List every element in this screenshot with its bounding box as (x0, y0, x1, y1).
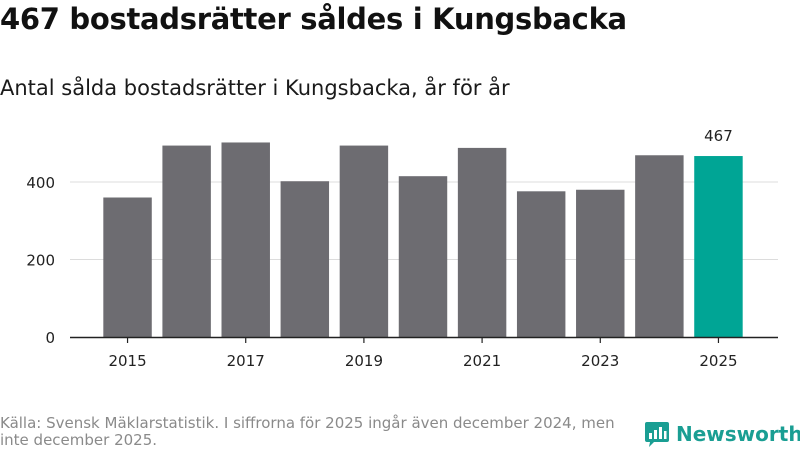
newsworthy-logo-icon (645, 422, 669, 447)
bar-2018 (280, 181, 330, 337)
x-tick-label: 2025 (699, 352, 737, 370)
chart-subtitle: Antal sålda bostadsrätter i Kungsbacka, … (0, 76, 510, 100)
bar-2021 (457, 147, 507, 337)
bar-2019 (339, 145, 389, 337)
bar-2020 (398, 176, 448, 337)
bar-2024 (635, 155, 684, 337)
bar-2017 (221, 142, 270, 337)
x-tick-label: 2017 (227, 352, 265, 370)
y-tick-label: 200 (26, 252, 55, 270)
axes (70, 336, 778, 343)
y-tick-label: 0 (45, 329, 55, 347)
bar-2016 (162, 145, 211, 337)
bar-chart: 0 200 400 2015 2017 2019 2021 2023 2025 467 (26, 127, 778, 370)
brand-name: Newsworthy (676, 422, 800, 446)
bar-2022 (516, 191, 566, 337)
labels: 0 200 400 2015 2017 2019 2021 2023 2025 467 (26, 127, 737, 370)
brand-logo[interactable]: Newsworthy (644, 419, 800, 449)
bars (103, 142, 743, 337)
bar-2015 (103, 197, 152, 337)
bar-2023 (576, 189, 625, 337)
headline: 467 bostadsrätter såldes i Kungsbacka (0, 2, 627, 36)
x-tick-label: 2019 (345, 352, 383, 370)
x-tick-label: 2023 (581, 352, 619, 370)
y-tick-label: 400 (26, 174, 55, 192)
data-label-2025: 467 (704, 127, 733, 145)
x-tick-label: 2021 (463, 352, 501, 370)
bar-2025 (694, 156, 743, 337)
source-note: Källa: Svensk Mäklarstatistik. I siffror… (0, 414, 615, 449)
x-tick-label: 2015 (108, 352, 146, 370)
